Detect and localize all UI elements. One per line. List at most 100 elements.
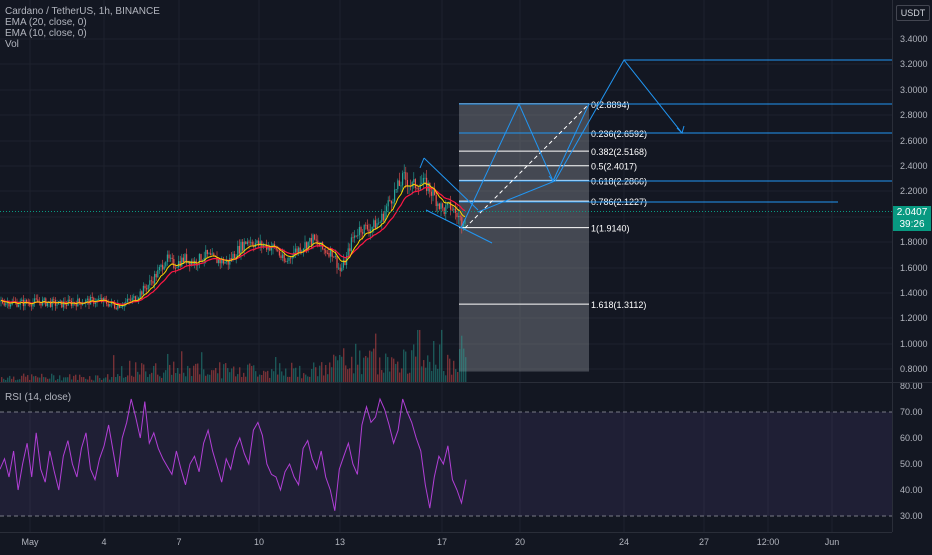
candle-body [98, 299, 100, 300]
ema10-legend[interactable]: EMA (10, close, 0) [5, 28, 87, 39]
candle-body [238, 245, 240, 254]
candle-body [312, 234, 314, 245]
candle-body [440, 203, 442, 209]
candle-body [222, 259, 224, 264]
candle-body [91, 296, 93, 298]
candle-body [181, 257, 183, 267]
candle-body [29, 303, 31, 306]
candle-body [442, 203, 444, 208]
volume-bar [139, 374, 141, 382]
candle-body [459, 216, 461, 217]
volume-bar [199, 374, 201, 382]
volume-bar [17, 379, 19, 382]
candle-body [232, 253, 234, 260]
price-tick-label: 1.6000 [900, 263, 928, 273]
candle-body [178, 261, 180, 268]
volume-bar [73, 375, 75, 382]
volume-legend[interactable]: Vol [5, 39, 19, 50]
rsi-legend[interactable]: RSI (14, close) [5, 392, 72, 403]
fib-label: 1(1.9140) [591, 224, 630, 234]
candle-body [355, 235, 357, 237]
candle-body [189, 260, 191, 266]
volume-bar [457, 372, 459, 382]
candle-body [443, 207, 445, 214]
candle-body [290, 257, 292, 259]
last-price-tag: 2.0407 39:26 [893, 206, 931, 231]
volume-bar [91, 379, 93, 382]
volume-bar [191, 376, 193, 382]
candle-body [374, 220, 376, 229]
volume-bar [323, 375, 325, 382]
volume-bar [387, 357, 389, 382]
volume-bar [209, 374, 211, 382]
volume-bar [21, 375, 23, 382]
candle-body [403, 172, 405, 174]
volume-bar [463, 348, 465, 382]
volume-bar [75, 374, 77, 382]
candle-body [267, 245, 269, 250]
currency-badge[interactable]: USDT [896, 5, 930, 21]
volume-bar [293, 368, 295, 382]
volume-bar [31, 374, 33, 382]
volume-bar [151, 372, 153, 382]
candle-body [26, 299, 28, 303]
candle-body [69, 299, 71, 301]
volume-bar [63, 377, 65, 382]
candle-body [176, 267, 178, 269]
candle-body [298, 247, 300, 253]
candle-body [386, 206, 388, 212]
volume-bar [69, 374, 71, 382]
volume-bar [273, 371, 275, 382]
candle-body [155, 273, 157, 278]
candle-body [315, 239, 317, 241]
price-scale[interactable] [892, 0, 932, 532]
candle-body [424, 177, 426, 179]
rsi-tick-label: 60.00 [900, 433, 923, 443]
volume-bar [291, 362, 293, 382]
candle-body [344, 260, 346, 265]
volume-bar [225, 363, 227, 382]
candle-body [2, 300, 4, 304]
time-tick-label: 7 [176, 537, 181, 547]
time-tick-label: 4 [101, 537, 106, 547]
fib-projection-box [459, 103, 589, 372]
pane-separator[interactable] [0, 382, 932, 383]
volume-bar [55, 380, 57, 382]
ema20-legend[interactable]: EMA (20, close, 0) [5, 17, 87, 28]
candle-body [160, 264, 162, 268]
volume-bar [295, 367, 297, 382]
volume-bar [363, 357, 365, 382]
volume-bar [173, 361, 175, 382]
volume-bar [197, 363, 199, 382]
candle-body [294, 248, 296, 253]
volume-bar [441, 329, 443, 382]
candle-body [357, 235, 359, 237]
volume-bar [315, 367, 317, 382]
volume-bar [299, 365, 301, 382]
candle-body [171, 257, 173, 260]
candle-body [203, 257, 205, 261]
last-price-value: 2.0407 [896, 207, 928, 218]
candle-body [376, 223, 378, 229]
time-scale[interactable] [0, 532, 892, 551]
volume-bar [375, 333, 377, 382]
volume-bar [377, 374, 379, 382]
volume-bar [83, 377, 85, 382]
candle-body [158, 267, 160, 271]
symbol-title[interactable]: Cardano / TetherUS, 1h, BINANCE [5, 6, 160, 17]
volume-bar [111, 377, 113, 382]
candle-body [384, 211, 386, 221]
volume-bar [131, 375, 133, 382]
volume-bar [215, 367, 217, 382]
arrow-head-icon [676, 125, 685, 134]
volume-bar [117, 374, 119, 382]
volume-bar [205, 375, 207, 382]
candle-body [277, 249, 279, 252]
volume-bar [345, 365, 347, 382]
volume-bar [103, 378, 105, 382]
candle-body [59, 300, 61, 302]
volume-bar [351, 356, 353, 382]
candle-body [285, 261, 287, 263]
